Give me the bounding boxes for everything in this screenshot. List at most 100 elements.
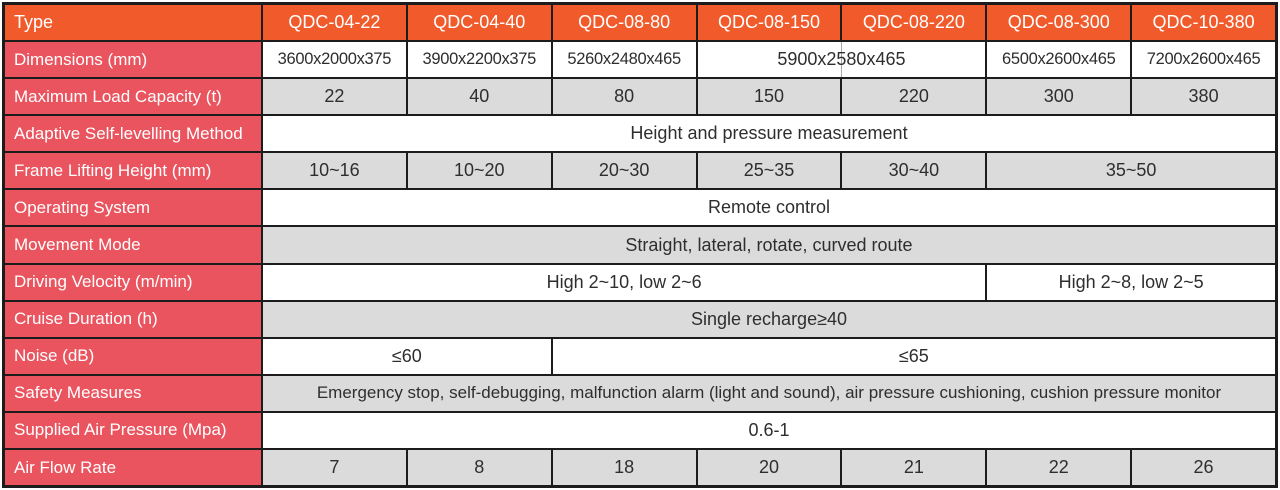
spec-cell: 3600x2000x375 <box>263 42 406 78</box>
spec-cell-text: 20 <box>758 457 779 478</box>
spec-cell: ≤65 <box>552 338 1275 374</box>
row-label-text: Air Flow Rate <box>14 457 117 477</box>
faint-column-divider <box>841 42 843 78</box>
header-cell-qdc-08-220: QDC-08-220 <box>842 5 986 41</box>
spec-cell-text: 22 <box>1048 457 1069 478</box>
spec-cell-text: 3600x2000x375 <box>277 49 392 68</box>
row-label-text: Maximum Load Capacity (t) <box>14 86 222 106</box>
spec-cell: 40 <box>407 79 551 115</box>
header-cell-qdc-10-380: QDC-10-380 <box>1132 5 1275 41</box>
spec-cell-text: 22 <box>324 86 345 107</box>
row-label: Adaptive Self-levelling Method <box>5 116 261 152</box>
spec-cell: 21 <box>842 449 986 485</box>
spec-cell: 10~20 <box>407 153 551 189</box>
spec-table: Type QDC-04-22 QDC-04-40 QDC-08-80 QDC-08-15… <box>5 5 1275 485</box>
spec-cell-text: 18 <box>614 457 635 478</box>
spec-cell-text: 220 <box>898 86 929 107</box>
row-label-text: Noise (dB) <box>14 346 95 366</box>
row-label: Dimensions (mm) <box>5 42 261 78</box>
row-label: Driving Velocity (m/min) <box>5 264 261 300</box>
spec-cell-text: 20~30 <box>598 160 650 181</box>
spec-cell-text: 380 <box>1188 86 1219 107</box>
spec-cell-text: 7200x2600x465 <box>1146 49 1261 68</box>
row-label-text: Adaptive Self-levelling Method <box>14 123 243 143</box>
spec-cell-text: 5260x2480x465 <box>567 49 681 68</box>
spec-cell-text: 40 <box>469 86 490 107</box>
spec-cell: 8 <box>407 449 551 485</box>
spec-cell: Height and pressure measurement <box>263 116 1275 152</box>
spec-cell: 22 <box>987 449 1131 485</box>
header-cell-qdc-08-220-text: QDC-08-220 <box>862 12 965 33</box>
row-label: Frame Lifting Height (mm) <box>5 153 261 189</box>
row-label: Air Flow Rate <box>5 449 261 485</box>
spec-cell: 30~40 <box>842 153 986 189</box>
spec-cell: Straight, lateral, rotate, curved route <box>263 227 1275 263</box>
spec-cell-text: 150 <box>753 86 785 107</box>
spec-cell: 300 <box>987 79 1131 115</box>
row-label: Maximum Load Capacity (t) <box>5 79 261 115</box>
row-label-text: Driving Velocity (m/min) <box>14 272 193 292</box>
spec-cell-text: 6500x2600x465 <box>1001 49 1116 68</box>
row-label-text: Operating System <box>14 197 151 217</box>
spec-cell: 220 <box>842 79 986 115</box>
spec-cell-text: 26 <box>1193 457 1214 478</box>
spec-cell: 0.6-1 <box>263 412 1275 448</box>
spec-cell-text: ≤65 <box>898 345 929 366</box>
header-cell-type-text: Type <box>14 12 54 33</box>
row-label: Safety Measures <box>5 375 261 411</box>
spec-cell: ≤60 <box>263 338 551 374</box>
spec-cell: 22 <box>263 79 406 115</box>
spec-cell: High 2~10, low 2~6 <box>263 264 986 300</box>
row-label-text: Safety Measures <box>14 383 142 403</box>
spec-cell: Single recharge≥40 <box>263 301 1275 337</box>
row-label: Cruise Duration (h) <box>5 301 261 337</box>
spec-cell-text: 0.6-1 <box>748 419 790 440</box>
spec-cell-text: 10~20 <box>453 160 505 181</box>
spec-cell-text: Emergency stop, self-debugging, malfunct… <box>316 383 1222 403</box>
header-cell-qdc-08-80-text: QDC-08-80 <box>578 12 671 33</box>
spec-cell: 7200x2600x465 <box>1132 42 1275 78</box>
spec-cell-text: 35~50 <box>1105 160 1157 181</box>
spec-cell-text: ≤60 <box>391 345 422 366</box>
header-cell-qdc-08-150: QDC-08-150 <box>697 5 841 41</box>
header-cell-qdc-08-300: QDC-08-300 <box>987 5 1131 41</box>
header-cell-qdc-08-150-text: QDC-08-150 <box>717 12 821 33</box>
spec-cell-text: 30~40 <box>888 160 940 181</box>
spec-cell: 25~35 <box>697 153 841 189</box>
spec-cell-text: Straight, lateral, rotate, curved route <box>625 234 913 255</box>
spec-cell: Remote control <box>263 190 1275 226</box>
spec-cell: 26 <box>1132 449 1275 485</box>
spec-cell-text: 10~16 <box>309 160 360 181</box>
spec-cell-text: 8 <box>474 457 485 478</box>
row-label: Operating System <box>5 190 261 226</box>
spec-cell-text: High 2~8, low 2~5 <box>1058 271 1204 292</box>
row-label-text: Cruise Duration (h) <box>14 309 158 329</box>
spec-cell: 6500x2600x465 <box>987 42 1131 78</box>
spec-cell: 150 <box>697 79 841 115</box>
row-label-text: Supplied Air Pressure (Mpa) <box>14 420 227 440</box>
spec-cell: High 2~8, low 2~5 <box>987 264 1275 300</box>
spec-cell: 380 <box>1132 79 1275 115</box>
spec-cell: 7 <box>263 449 406 485</box>
spec-cell: 18 <box>552 449 696 485</box>
header-cell-qdc-10-380-text: QDC-10-380 <box>1152 12 1255 33</box>
spec-cell-text: 5900x2580x465 <box>777 49 906 70</box>
row-label: Supplied Air Pressure (Mpa) <box>5 412 261 448</box>
spec-cell: 5260x2480x465 <box>552 42 696 78</box>
header-cell-qdc-08-300-text: QDC-08-300 <box>1007 12 1110 33</box>
spec-cell-text: 7 <box>329 457 340 478</box>
spec-cell: 20~30 <box>552 153 696 189</box>
spec-cell: 3900x2200x375 <box>407 42 551 78</box>
spec-cell-text: 80 <box>614 86 635 107</box>
header-cell-qdc-04-22: QDC-04-22 <box>263 5 406 41</box>
spec-cell-text: 25~35 <box>743 160 795 181</box>
spec-cell: 80 <box>552 79 696 115</box>
row-label-text: Frame Lifting Height (mm) <box>14 160 212 180</box>
spec-cell-text: High 2~10, low 2~6 <box>546 271 702 292</box>
row-label: Movement Mode <box>5 227 261 263</box>
header-cell-qdc-04-40: QDC-04-40 <box>407 5 551 41</box>
spec-cell-text: 300 <box>1043 86 1074 107</box>
spec-cell-text: Single recharge≥40 <box>691 308 847 329</box>
spec-cell: 35~50 <box>987 153 1275 189</box>
